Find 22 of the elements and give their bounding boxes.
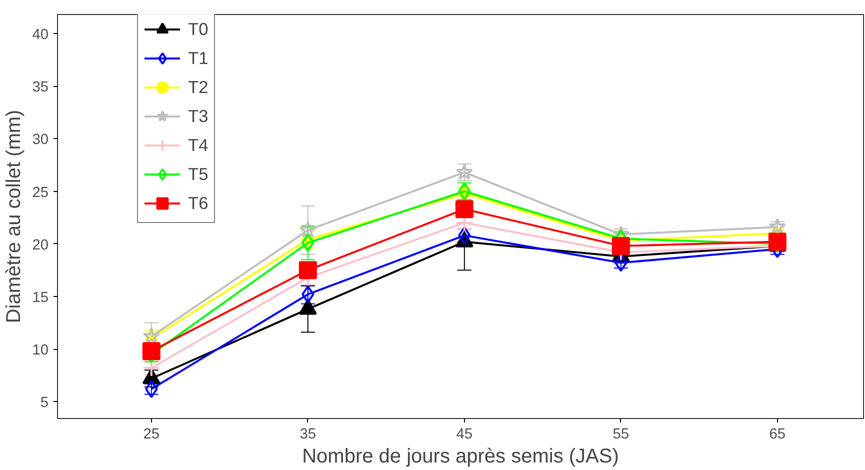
y-tick-label: 10 (32, 342, 49, 359)
y-tick-label: 35 (32, 80, 49, 96)
legend-label: T2 (188, 76, 208, 98)
legend-label: T3 (188, 106, 208, 126)
legend-label: T4 (188, 134, 208, 156)
y-tick-label: 30 (32, 132, 49, 148)
legend-label: T6 (188, 192, 208, 214)
x-tick-label: 45 (456, 426, 473, 442)
legend-label: T1 (188, 48, 208, 68)
y-tick-label: 15 (32, 290, 49, 306)
x-tick-label: 25 (143, 426, 160, 442)
y-tick-label: 5 (40, 395, 49, 412)
y-axis-title: Diamètre au collet (mm) (3, 110, 26, 324)
x-tick-label: 55 (612, 426, 630, 442)
x-tick-label: 35 (300, 426, 316, 442)
legend-label: T0 (188, 18, 208, 40)
x-tick-label: 65 (769, 426, 786, 442)
y-tick-label: 20 (32, 237, 49, 254)
y-tick-label: 40 (32, 26, 49, 43)
x-axis-title: Nombre de jours après semis (JAS) (302, 446, 619, 468)
y-tick-label: 25 (32, 184, 49, 201)
legend-label: T5 (188, 164, 208, 184)
